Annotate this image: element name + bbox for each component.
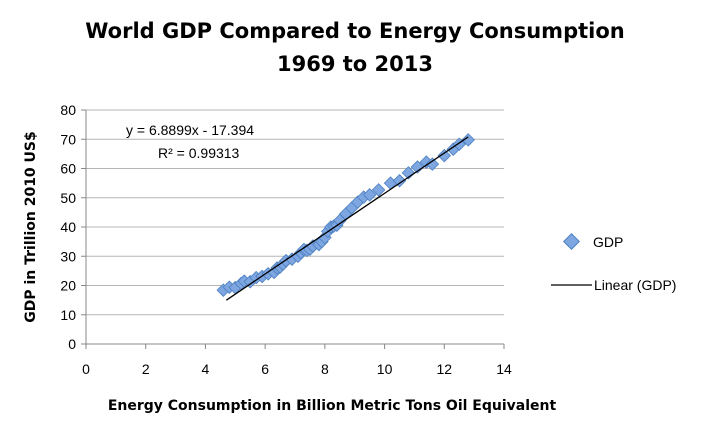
y-tick-label: 10 [60,307,76,323]
data-point [425,157,440,171]
x-tick-label: 10 [377,361,393,377]
chart-title-line2: 1969 to 2013 [277,52,433,76]
data-point [371,183,386,197]
y-axis-title: GDP in Trillion 2010 US$ [23,131,39,323]
x-tick-label: 4 [202,361,210,377]
x-tick-label: 0 [82,361,90,377]
data-points [216,133,475,297]
chart-title-line1: World GDP Compared to Energy Consumption [85,19,624,43]
y-tick-label: 50 [60,190,76,206]
legend-label-linear: Linear (GDP) [594,277,676,293]
x-tick-labels: 0 2 4 6 8 10 12 14 [82,361,512,377]
data-point [410,160,425,174]
data-point [392,174,407,188]
y-tick-label: 30 [60,248,76,264]
legend-label-gdp: GDP [593,234,623,250]
data-point [461,133,475,147]
data-point [437,148,452,163]
x-tick-label: 8 [321,361,329,377]
r-squared-label: R² = 0.99313 [158,145,240,161]
y-tick-label: 80 [60,102,76,118]
x-tick-label: 14 [496,361,512,377]
y-tick-label: 70 [60,131,76,147]
trendline-group [225,136,469,301]
x-tick-label: 6 [261,361,269,377]
trendline [225,136,469,301]
x-axis-title: Energy Consumption in Billion Metric Ton… [108,398,557,414]
y-tick-labels: 0 10 20 30 40 50 60 70 80 [60,102,76,352]
data-point [362,188,377,202]
data-point [401,166,416,180]
y-tick-label: 20 [60,278,76,294]
legend: GDP Linear (GDP) [551,233,676,293]
axes [81,109,505,349]
y-tick-label: 40 [60,219,76,235]
legend-marker-gdp [563,233,580,250]
gridlines [86,109,504,316]
x-tick-label: 12 [436,361,452,377]
y-tick-label: 60 [60,161,76,177]
y-tick-label: 0 [68,336,76,352]
x-tick-label: 2 [142,361,150,377]
trend-equation: y = 6.8899x - 17.394 [126,122,254,138]
